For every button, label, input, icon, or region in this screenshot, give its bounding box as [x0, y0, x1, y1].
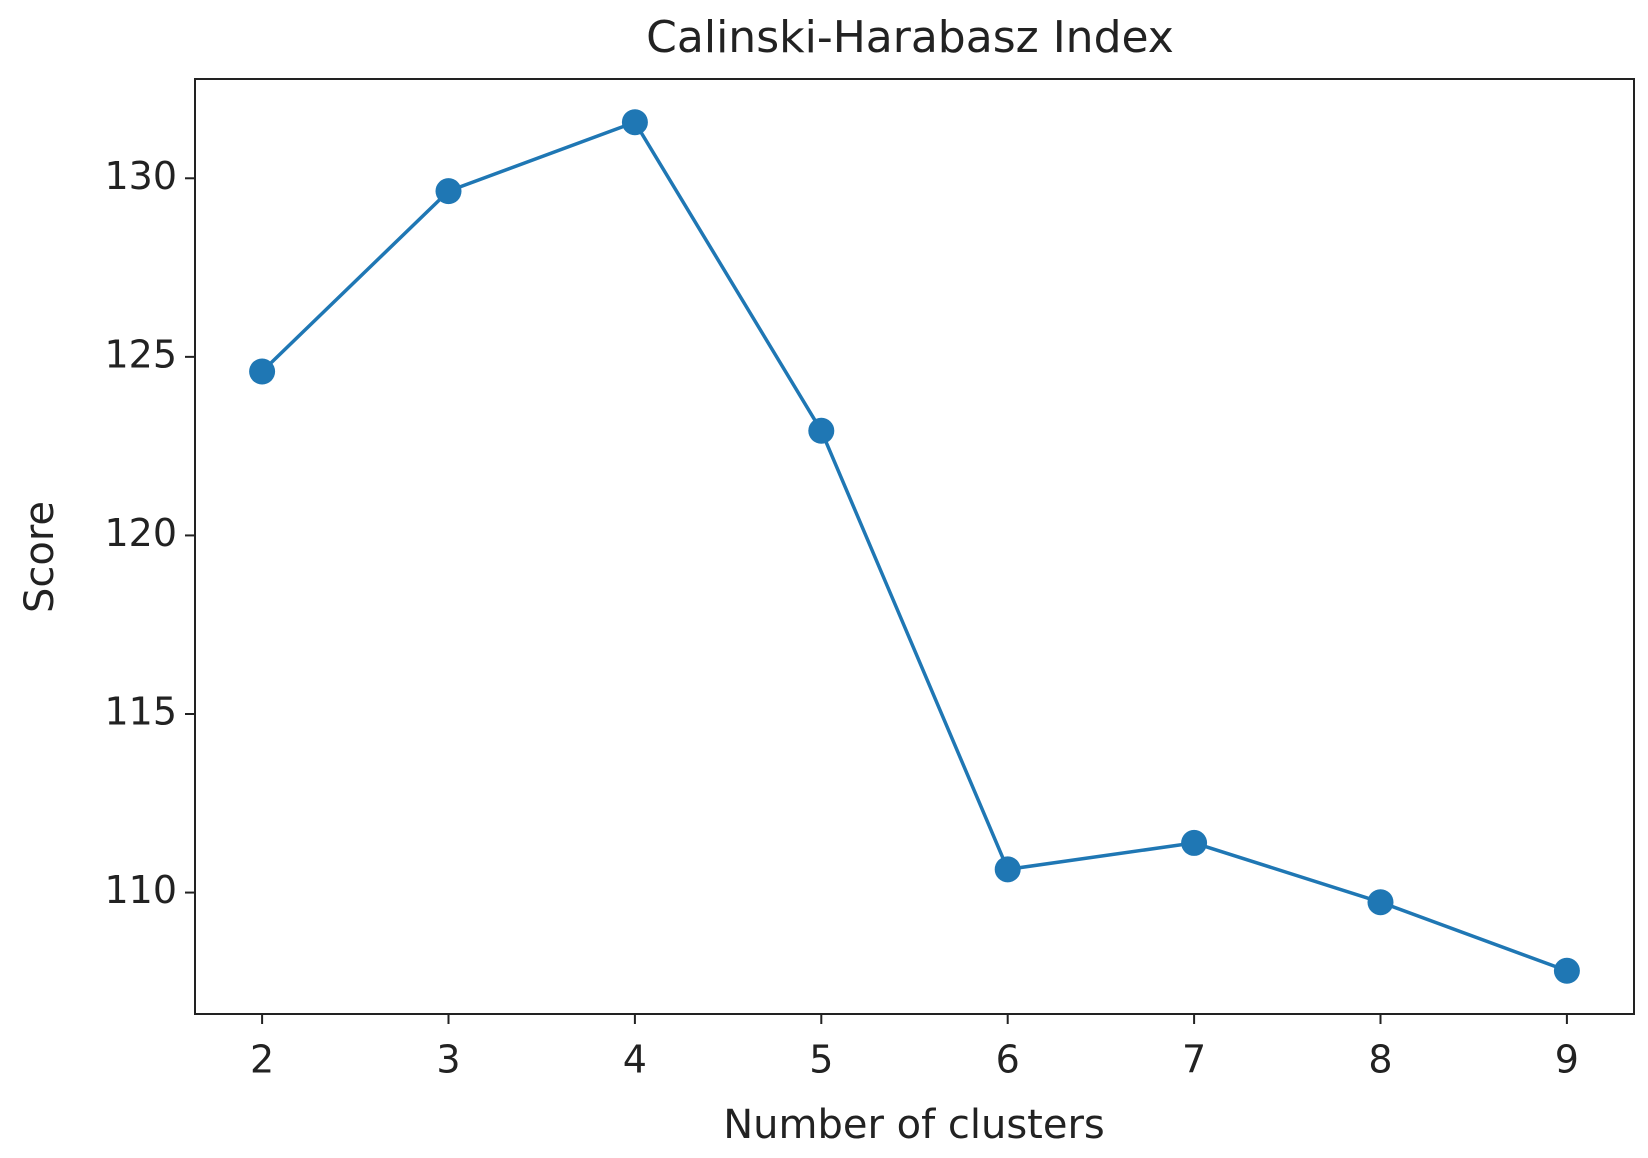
x-tick-label: 8	[1368, 1038, 1392, 1082]
plot-frame	[194, 78, 1635, 1015]
y-axis-label: Score	[17, 501, 63, 613]
data-point	[435, 178, 462, 205]
data-point	[621, 109, 648, 136]
y-tick-label: 125	[104, 332, 177, 376]
x-tick-label: 3	[436, 1038, 460, 1082]
data-point	[249, 358, 276, 385]
data-point	[1367, 889, 1394, 916]
data-point	[808, 417, 835, 444]
y-tick-label: 130	[104, 154, 177, 198]
data-point	[994, 856, 1021, 883]
x-tick-label: 6	[996, 1038, 1020, 1082]
x-tick-label: 7	[1182, 1038, 1206, 1082]
x-tick-label: 2	[250, 1038, 274, 1082]
y-tick-label: 120	[104, 511, 177, 555]
data-line	[260, 120, 1568, 973]
x-tick-label: 4	[623, 1038, 647, 1082]
x-tick-label: 5	[809, 1038, 833, 1082]
data-point	[1553, 957, 1580, 984]
chart-title: Calinski-Harabasz Index	[646, 12, 1174, 63]
x-tick-label: 9	[1555, 1038, 1579, 1082]
x-axis-label: Number of clusters	[723, 1102, 1105, 1148]
y-tick-label: 110	[104, 868, 177, 912]
data-point	[1181, 829, 1208, 856]
y-tick-label: 115	[104, 690, 177, 734]
